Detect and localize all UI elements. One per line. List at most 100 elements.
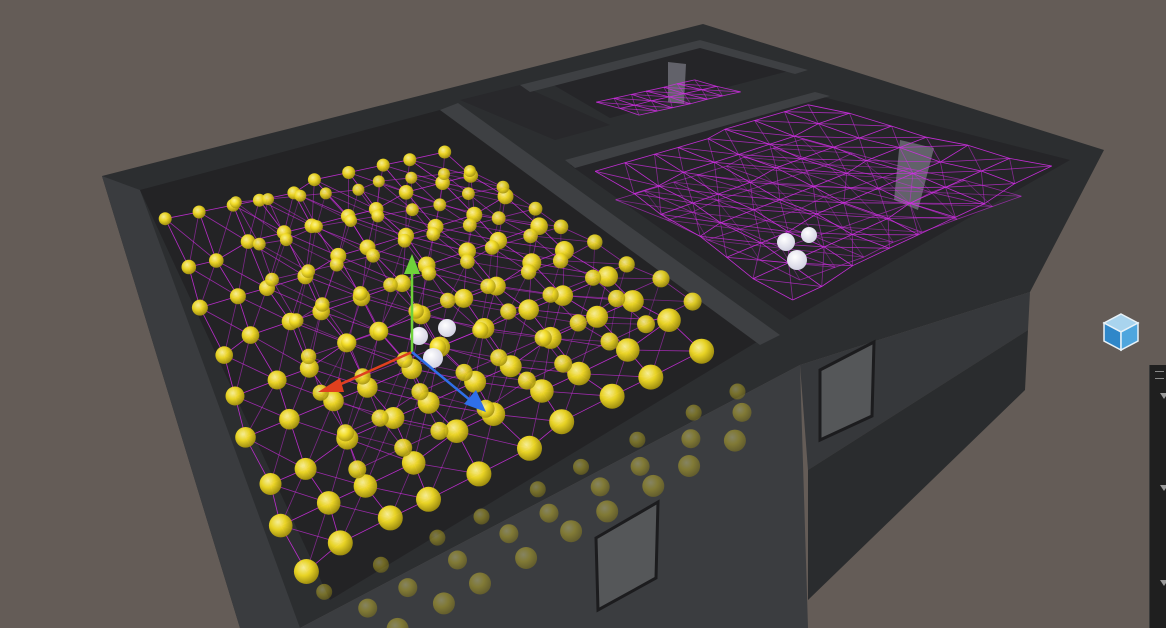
light-probe[interactable] bbox=[466, 461, 492, 487]
light-probe[interactable] bbox=[530, 379, 554, 403]
light-probe[interactable] bbox=[600, 332, 619, 351]
light-probe[interactable] bbox=[616, 338, 640, 362]
light-probe[interactable] bbox=[327, 530, 353, 556]
light-probe[interactable] bbox=[480, 278, 496, 294]
light-probe[interactable] bbox=[500, 303, 517, 320]
light-probe[interactable] bbox=[638, 364, 664, 390]
light-probe[interactable] bbox=[316, 583, 333, 600]
light-probe[interactable] bbox=[293, 559, 319, 584]
light-probe[interactable] bbox=[294, 457, 317, 480]
light-probe[interactable] bbox=[448, 550, 467, 570]
light-probe[interactable] bbox=[517, 435, 542, 461]
light-probe[interactable] bbox=[496, 180, 510, 194]
light-probe[interactable] bbox=[241, 326, 260, 344]
light-probe[interactable] bbox=[336, 424, 355, 442]
light-probe[interactable] bbox=[377, 505, 403, 531]
light-probe[interactable] bbox=[599, 383, 625, 409]
light-probe[interactable] bbox=[265, 272, 279, 287]
light-probe[interactable] bbox=[629, 431, 646, 448]
light-probe[interactable] bbox=[191, 299, 208, 316]
light-probe[interactable] bbox=[316, 491, 341, 515]
light-probe[interactable] bbox=[353, 474, 378, 498]
light-probe[interactable] bbox=[432, 592, 455, 615]
light-probe[interactable] bbox=[416, 486, 441, 512]
light-probe[interactable] bbox=[484, 240, 500, 255]
light-probe[interactable] bbox=[515, 547, 538, 569]
light-probe[interactable] bbox=[529, 481, 546, 498]
light-probe[interactable] bbox=[229, 196, 242, 209]
light-probe[interactable] bbox=[366, 248, 380, 263]
light-probe[interactable] bbox=[608, 289, 626, 308]
light-probe[interactable] bbox=[259, 473, 282, 495]
light-probe[interactable] bbox=[394, 438, 413, 457]
light-probe[interactable] bbox=[523, 228, 538, 244]
light-probe[interactable] bbox=[440, 292, 456, 309]
side-panel[interactable] bbox=[1149, 365, 1166, 628]
light-probe[interactable] bbox=[618, 256, 635, 273]
light-probe[interactable] bbox=[430, 421, 449, 440]
light-probe[interactable] bbox=[229, 288, 246, 305]
light-probe[interactable] bbox=[319, 187, 332, 200]
light-probe[interactable] bbox=[372, 556, 389, 573]
chevron-down-icon[interactable] bbox=[1160, 485, 1166, 491]
light-probe[interactable] bbox=[469, 572, 491, 595]
view-cube-icon[interactable] bbox=[1101, 311, 1141, 353]
light-probe[interactable] bbox=[438, 168, 450, 180]
light-probe[interactable] bbox=[454, 288, 474, 308]
light-probe[interactable] bbox=[192, 205, 206, 219]
light-probe[interactable] bbox=[455, 363, 473, 382]
light-probe[interactable] bbox=[344, 214, 358, 228]
chevron-down-icon[interactable] bbox=[1160, 580, 1166, 586]
light-probe[interactable] bbox=[240, 234, 256, 249]
light-probe[interactable] bbox=[472, 322, 489, 339]
light-probe[interactable] bbox=[353, 286, 368, 301]
gizmo-y-arrow-icon[interactable] bbox=[404, 254, 420, 274]
light-probe[interactable] bbox=[657, 308, 681, 333]
light-sphere[interactable] bbox=[787, 250, 807, 270]
light-probe[interactable] bbox=[554, 354, 573, 373]
light-probe[interactable] bbox=[490, 349, 508, 367]
light-probe[interactable] bbox=[689, 338, 715, 364]
light-probe[interactable] bbox=[683, 292, 702, 311]
light-probe[interactable] bbox=[408, 303, 424, 319]
light-sphere[interactable] bbox=[801, 227, 817, 243]
light-probe[interactable] bbox=[421, 266, 437, 281]
light-probe[interactable] bbox=[268, 513, 293, 538]
light-probe[interactable] bbox=[411, 383, 429, 401]
light-probe[interactable] bbox=[393, 274, 411, 293]
light-probe[interactable] bbox=[732, 402, 752, 422]
light-probe[interactable] bbox=[372, 175, 385, 188]
light-probe[interactable] bbox=[597, 266, 618, 287]
light-probe[interactable] bbox=[585, 269, 602, 286]
light-probe[interactable] bbox=[300, 348, 317, 365]
light-probe[interactable] bbox=[438, 145, 452, 159]
light-probe[interactable] bbox=[723, 429, 746, 452]
light-probe[interactable] bbox=[299, 358, 319, 378]
light-probe[interactable] bbox=[587, 234, 603, 250]
light-probe[interactable] bbox=[262, 193, 274, 206]
light-probe[interactable] bbox=[552, 253, 569, 269]
light-probe[interactable] bbox=[539, 503, 559, 523]
light-probe[interactable] bbox=[372, 324, 389, 340]
light-probe[interactable] bbox=[158, 212, 172, 226]
light-probe[interactable] bbox=[518, 299, 539, 320]
light-probe[interactable] bbox=[596, 500, 619, 523]
light-probe[interactable] bbox=[520, 264, 537, 280]
light-probe[interactable] bbox=[637, 315, 655, 334]
light-probe[interactable] bbox=[371, 409, 389, 427]
light-probe[interactable] bbox=[458, 242, 477, 260]
gizmo-x-arrow-icon[interactable] bbox=[318, 378, 344, 392]
light-probe[interactable] bbox=[586, 305, 609, 328]
light-sphere[interactable] bbox=[423, 348, 443, 368]
light-probe[interactable] bbox=[642, 474, 665, 497]
light-probe[interactable] bbox=[681, 429, 701, 449]
gizmo-z-arrow-icon[interactable] bbox=[464, 390, 486, 412]
light-probe[interactable] bbox=[371, 209, 385, 223]
light-probe[interactable] bbox=[215, 346, 233, 364]
transform-gizmo[interactable] bbox=[318, 254, 486, 412]
light-probe[interactable] bbox=[341, 334, 357, 351]
light-probe[interactable] bbox=[329, 257, 344, 272]
light-probe[interactable] bbox=[462, 218, 477, 233]
